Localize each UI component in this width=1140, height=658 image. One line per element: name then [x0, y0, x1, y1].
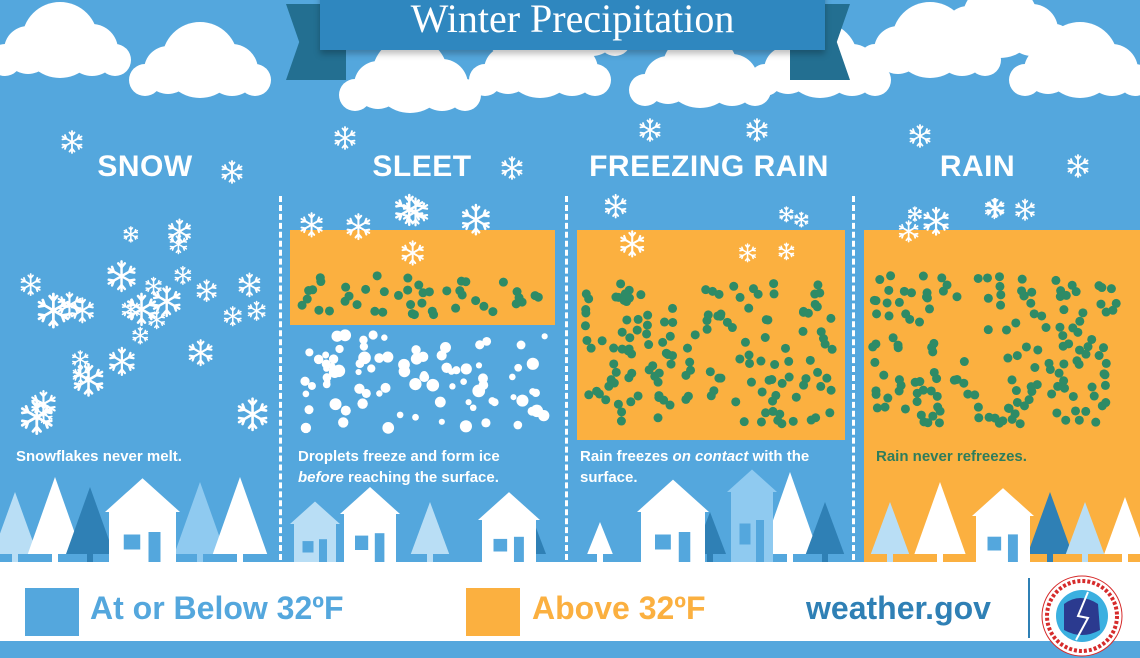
tree-crown [1066, 502, 1104, 554]
tree-trunk [937, 552, 943, 562]
tree-icon [1066, 502, 1104, 562]
heading-sleet: SLEET [282, 150, 562, 184]
tree-trunk [427, 552, 433, 562]
house-window [355, 536, 368, 550]
house-wall [344, 514, 396, 562]
caption-text: Droplets freeze and form ice [298, 448, 500, 465]
tree-icon [1104, 497, 1140, 562]
house-door [514, 537, 524, 562]
caption-snow: Snowflakes never melt. [16, 446, 266, 467]
caption-sleet: Droplets freeze and form ice before reach… [298, 446, 558, 488]
heading-snow: SNOW [0, 150, 290, 184]
tree-trunk [237, 552, 243, 562]
caption-text: Snowflakes never melt. [16, 448, 182, 465]
tree-crown [587, 522, 613, 554]
caption-emphasis: before [298, 469, 344, 486]
house-icon [478, 492, 540, 562]
title-banner: Winter Precipitation [320, 0, 825, 50]
tree-crown [213, 477, 267, 554]
legend-label-cold: At or Below 32ºF [90, 590, 344, 627]
tree-trunk [1082, 552, 1088, 562]
house-roof [105, 478, 180, 512]
tree-trunk [597, 552, 603, 562]
caption-emphasis: on contact [673, 448, 749, 465]
tree-icon [213, 477, 267, 562]
tree-crown [66, 487, 114, 554]
tree-icon [1028, 492, 1073, 562]
tree-trunk [887, 552, 893, 562]
tree-crown [914, 482, 965, 554]
tree-trunk [787, 552, 793, 562]
divider [1028, 578, 1030, 638]
infographic-scene: Winter Precipitation SNOW SLEET FREEZING… [0, 0, 1140, 562]
house-icon [637, 480, 709, 562]
trees-and-houses [0, 0, 1140, 562]
house-window [124, 535, 141, 550]
tree-icon [871, 502, 909, 562]
house-wall [731, 492, 773, 562]
house-icon [290, 502, 340, 563]
tree-trunk [1047, 552, 1053, 562]
legend-swatch-cold [25, 588, 79, 636]
legend: At or Below 32ºF Above 32ºF weather.gov [0, 562, 1140, 641]
tree-icon [806, 502, 844, 562]
page-title: Winter Precipitation [411, 0, 735, 41]
house-door [149, 532, 161, 562]
house-wall [482, 520, 536, 562]
caption-text: Rain never refreezes. [876, 448, 1027, 465]
house-window [303, 541, 314, 552]
tree-crown [806, 502, 844, 554]
tree-crown [1104, 497, 1140, 554]
tree-icon [411, 502, 449, 562]
legend-swatch-warm [466, 588, 520, 636]
house-roof [478, 492, 540, 520]
caption-text: reaching the surface. [344, 469, 499, 486]
heading-freezing-rain: FREEZING RAIN [568, 150, 850, 184]
legend-label-warm: Above 32ºF [532, 590, 706, 627]
house-window [988, 537, 1002, 551]
house-window [740, 524, 751, 545]
tree-trunk [822, 552, 828, 562]
house-wall [641, 512, 705, 562]
house-wall [294, 524, 336, 562]
tree-trunk [87, 552, 93, 562]
weather-gov-link[interactable]: weather.gov [806, 590, 991, 627]
caption-freezing-rain: Rain freezes on contact with the surface… [580, 446, 840, 488]
house-window [655, 535, 671, 550]
house-door [319, 539, 327, 562]
nws-logo [1040, 574, 1124, 658]
tree-trunk [1122, 552, 1128, 562]
tree-crown [1028, 492, 1073, 554]
house-door [679, 532, 691, 562]
house-window [494, 539, 508, 552]
heading-rain: RAIN [855, 150, 1100, 184]
house-door [756, 520, 764, 562]
tree-trunk [12, 552, 18, 562]
house-icon [340, 487, 400, 562]
caption-rain: Rain never refreezes. [876, 446, 1126, 467]
house-wall [976, 516, 1030, 562]
house-wall [109, 512, 176, 562]
house-roof [290, 502, 340, 525]
tree-crown [411, 502, 449, 554]
house-roof [340, 487, 400, 514]
house-roof [972, 488, 1034, 516]
house-icon [972, 488, 1034, 562]
tree-trunk [707, 552, 713, 562]
tree-trunk [52, 552, 58, 562]
house-door [1008, 534, 1018, 562]
tree-icon [914, 482, 965, 562]
tree-icon [66, 487, 114, 562]
caption-text: Rain freezes [580, 448, 673, 465]
house-icon [105, 478, 180, 562]
house-door [375, 533, 385, 562]
tree-icon [587, 522, 613, 562]
tree-crown [871, 502, 909, 554]
tree-trunk [197, 552, 203, 562]
